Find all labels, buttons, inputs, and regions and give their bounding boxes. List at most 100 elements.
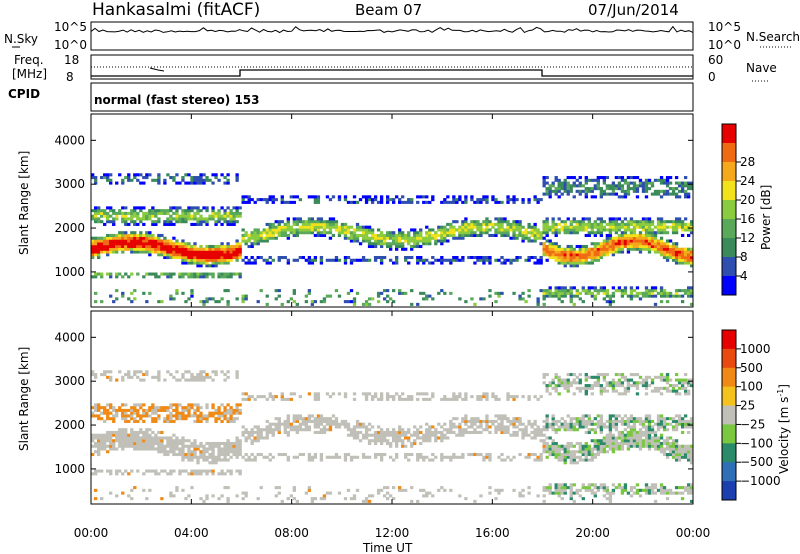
power-cell (539, 236, 543, 240)
power-cell (361, 255, 366, 260)
power-cell (364, 231, 369, 235)
power-cell (398, 239, 402, 243)
velocity-cell (602, 436, 607, 440)
power-cell (656, 231, 661, 235)
velocity-cell (671, 450, 676, 454)
velocity-cell (623, 428, 628, 432)
power-cell (94, 211, 98, 215)
velocity-cell (94, 408, 98, 412)
velocity-cell (379, 433, 384, 437)
velocity-cell (443, 422, 447, 426)
velocity-cell (106, 444, 110, 448)
power-cell (328, 236, 333, 240)
power-cell (250, 244, 254, 249)
velocity-cell (542, 488, 546, 492)
velocity-cell (160, 497, 164, 501)
velocity-cell (410, 397, 414, 401)
power-cell (112, 239, 116, 243)
velocity-cell (485, 414, 489, 418)
velocity-cell (635, 444, 640, 448)
power-cell (569, 244, 573, 249)
power-cell (545, 176, 549, 180)
power-cell (226, 302, 230, 306)
velocity-cell (373, 430, 378, 434)
velocity-cell (127, 472, 131, 476)
power-cell (599, 217, 603, 221)
power-cell (563, 189, 567, 193)
power-cell (575, 255, 579, 260)
power-cell (142, 233, 146, 237)
velocity-cell (494, 488, 498, 492)
power-cell (668, 255, 673, 260)
power-cell (563, 228, 567, 232)
power-cell (443, 239, 447, 243)
power-cell (196, 272, 200, 276)
power-cell (118, 239, 122, 243)
velocity-cell (109, 469, 113, 473)
power-cell (629, 242, 634, 246)
velocity-cell (668, 444, 673, 448)
velocity-cell (518, 428, 522, 432)
power-cell (428, 239, 432, 243)
velocity-cell (632, 425, 637, 429)
power-cell (292, 217, 296, 221)
velocity-cell (458, 425, 462, 429)
velocity-cell (379, 441, 384, 446)
velocity-cell (590, 483, 594, 487)
velocity-cell (434, 436, 438, 440)
velocity-cell (602, 378, 607, 382)
power-cell (382, 236, 387, 240)
velocity-cell (674, 447, 679, 451)
velocity-cell (635, 373, 640, 377)
power-cell (647, 181, 652, 185)
power-cell (623, 242, 628, 246)
power-cell (388, 297, 393, 301)
power-cell (247, 198, 251, 202)
velocity-cell (584, 389, 588, 393)
velocity-cell (422, 458, 426, 462)
velocity-cell (512, 419, 516, 423)
power-cell (142, 206, 146, 210)
power-cell (599, 192, 603, 196)
velocity-cell (617, 414, 622, 418)
power-cell (319, 220, 324, 224)
power-cell (674, 195, 679, 199)
power-cell (569, 286, 573, 290)
power-cell (611, 300, 616, 304)
power-cell (620, 220, 625, 224)
velocity-cell (572, 428, 576, 432)
velocity-cell (671, 447, 676, 451)
power-cell (202, 258, 206, 262)
velocity-cell (662, 419, 667, 423)
velocity-cell (608, 447, 613, 451)
velocity-cell (133, 486, 137, 490)
power-cell (566, 192, 570, 196)
power-cell (563, 231, 567, 235)
power-cell (316, 198, 321, 202)
velocity-cell (253, 455, 257, 459)
velocity-cell (283, 422, 287, 426)
power-cell (133, 222, 137, 226)
power-cell (322, 297, 327, 301)
velocity-cell (106, 433, 110, 437)
velocity-cell (193, 450, 197, 454)
velocity-cell (178, 417, 182, 421)
velocity-cell (485, 397, 489, 401)
velocity-cell (644, 486, 649, 490)
power-cell (217, 261, 221, 265)
velocity-cell (392, 497, 396, 501)
power-cell (668, 176, 673, 180)
velocity-cell (593, 455, 597, 459)
power-cell (94, 220, 98, 224)
power-cell (515, 198, 519, 202)
power-cell (109, 239, 113, 243)
power-cell (169, 244, 173, 249)
power-cell (163, 211, 167, 215)
velocity-cell (641, 419, 646, 423)
velocity-cell (398, 486, 402, 490)
cpid-text: normal (fast stereo) 153 (94, 93, 260, 107)
power-cell (208, 214, 212, 218)
power-cbar-tick: 8 (740, 250, 748, 264)
velocity-cell (295, 455, 299, 459)
power-cell (328, 217, 333, 221)
